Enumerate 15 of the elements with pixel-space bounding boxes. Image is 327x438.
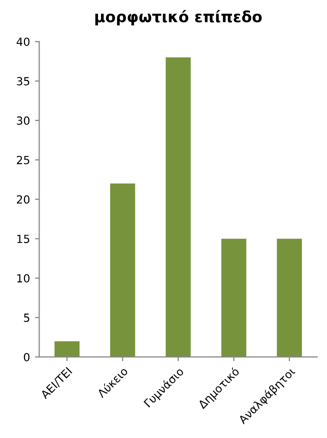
bar (166, 57, 191, 357)
y-tick-label: 20 (16, 195, 30, 204)
y-tick-label: 25 (16, 156, 30, 164)
y-tick-label: 30 (16, 116, 30, 125)
y-tick-label: 35 (16, 77, 30, 86)
bar (221, 238, 246, 357)
bar (110, 184, 136, 357)
y-tick-label: 40 (16, 38, 30, 46)
y-tick-label: 15 (17, 234, 30, 244)
y-tick-label: 5 (24, 314, 30, 322)
y-tick-label: 0 (24, 352, 30, 362)
chart-title: μορφωτικό επίπεδο (95, 10, 262, 26)
bar (276, 238, 302, 357)
y-tick-label: 10 (17, 274, 30, 283)
bar (54, 341, 80, 357)
